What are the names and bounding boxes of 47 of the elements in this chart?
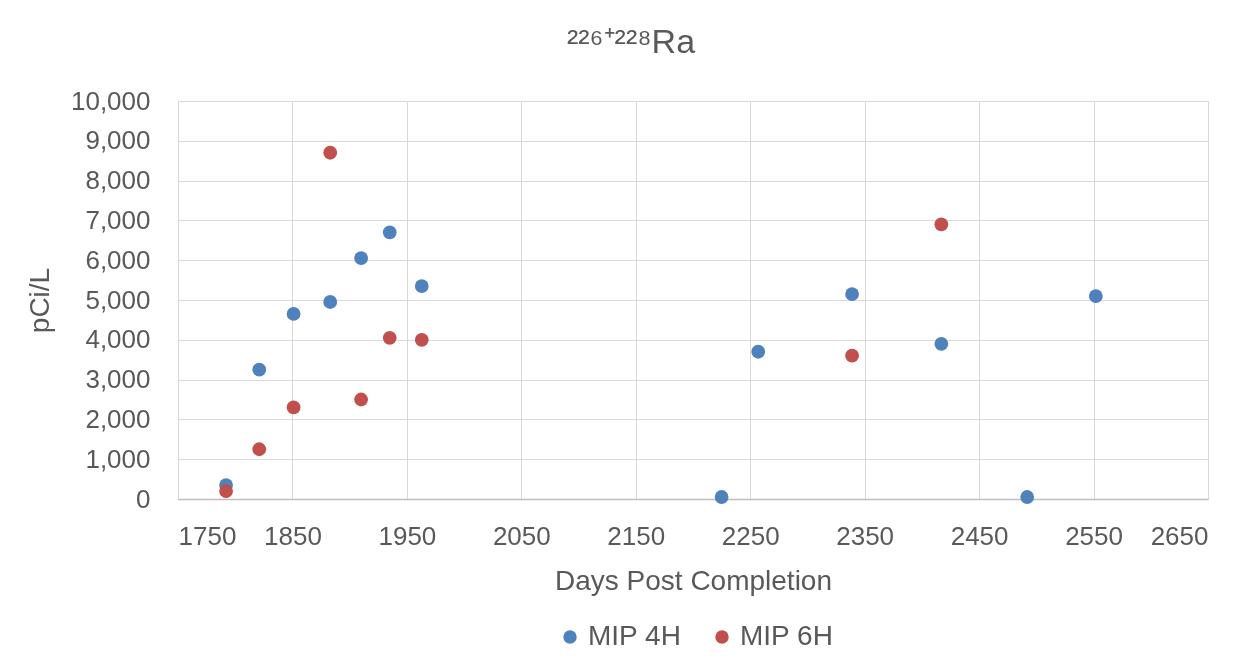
point	[354, 392, 368, 407]
point	[934, 217, 949, 232]
y-tick-label: 7,000	[85, 204, 151, 235]
y-axis-title: pCi/L	[23, 267, 55, 334]
point	[382, 225, 397, 240]
y-tick-label: 2,000	[85, 403, 151, 434]
point	[934, 336, 949, 351]
y-tick-label: 4,000	[85, 324, 151, 355]
x-tick-label: 2350	[836, 520, 895, 551]
x-tick-label: 2250	[721, 520, 780, 551]
y-tick-label: 8,000	[85, 165, 151, 196]
legend-label: MIP 4H	[588, 620, 681, 651]
point	[845, 348, 859, 363]
point	[751, 344, 766, 359]
point	[414, 332, 429, 347]
y-tick-label: 1,000	[85, 443, 151, 474]
point	[714, 490, 729, 504]
point	[382, 330, 397, 345]
point	[845, 287, 859, 301]
y-tick-label: 9,000	[85, 125, 151, 156]
point	[286, 307, 301, 321]
point	[1088, 289, 1103, 303]
x-axis-title: Days Post Completion	[554, 564, 833, 596]
x-tick-label: 1750	[178, 520, 237, 551]
y-tick-label: 6,000	[85, 244, 151, 275]
point	[252, 442, 267, 457]
y-tick-label: 0	[136, 483, 151, 514]
point	[286, 400, 301, 415]
point	[354, 251, 368, 266]
x-tick-label: 1850	[264, 520, 322, 551]
x-tick-label: 1950	[378, 520, 437, 551]
point	[323, 295, 338, 309]
x-tick-label: 2650	[1150, 520, 1209, 551]
chart-title: ²²⁶⁺²²⁸Ra	[566, 22, 696, 60]
x-tick-label: 2050	[492, 520, 551, 551]
point	[414, 279, 429, 293]
y-tick-label: 5,000	[85, 284, 151, 315]
y-tick-label: 3,000	[85, 364, 151, 395]
point	[1020, 490, 1035, 504]
x-tick-label: 2150	[607, 520, 666, 551]
legend-label: MIP 6H	[740, 620, 833, 651]
point	[252, 362, 267, 377]
x-tick-label: 2550	[1065, 520, 1123, 551]
point	[219, 484, 233, 498]
y-tick-label: 10,000	[70, 85, 151, 116]
point	[323, 145, 338, 160]
x-tick-label: 2450	[950, 520, 1009, 551]
